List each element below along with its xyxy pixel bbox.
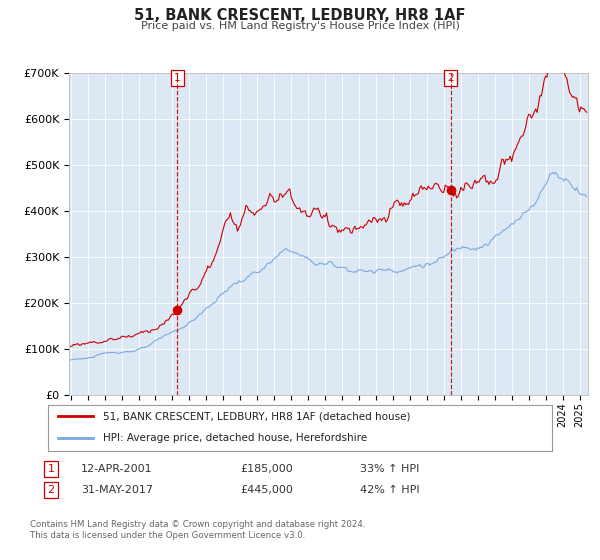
Text: 12-APR-2001: 12-APR-2001 [81,464,152,474]
Text: 42% ↑ HPI: 42% ↑ HPI [360,485,419,495]
Text: 2: 2 [448,73,454,83]
Text: 33% ↑ HPI: 33% ↑ HPI [360,464,419,474]
Text: £445,000: £445,000 [240,485,293,495]
Text: This data is licensed under the Open Government Licence v3.0.: This data is licensed under the Open Gov… [30,531,305,540]
Text: Contains HM Land Registry data © Crown copyright and database right 2024.: Contains HM Land Registry data © Crown c… [30,520,365,529]
Text: Price paid vs. HM Land Registry's House Price Index (HPI): Price paid vs. HM Land Registry's House … [140,21,460,31]
Text: 1: 1 [47,464,55,474]
Text: 51, BANK CRESCENT, LEDBURY, HR8 1AF (detached house): 51, BANK CRESCENT, LEDBURY, HR8 1AF (det… [103,412,411,421]
Text: 51, BANK CRESCENT, LEDBURY, HR8 1AF: 51, BANK CRESCENT, LEDBURY, HR8 1AF [134,8,466,24]
Text: 2: 2 [47,485,55,495]
Text: 1: 1 [174,73,181,83]
Text: 31-MAY-2017: 31-MAY-2017 [81,485,153,495]
Text: HPI: Average price, detached house, Herefordshire: HPI: Average price, detached house, Here… [103,433,368,443]
Text: £185,000: £185,000 [240,464,293,474]
